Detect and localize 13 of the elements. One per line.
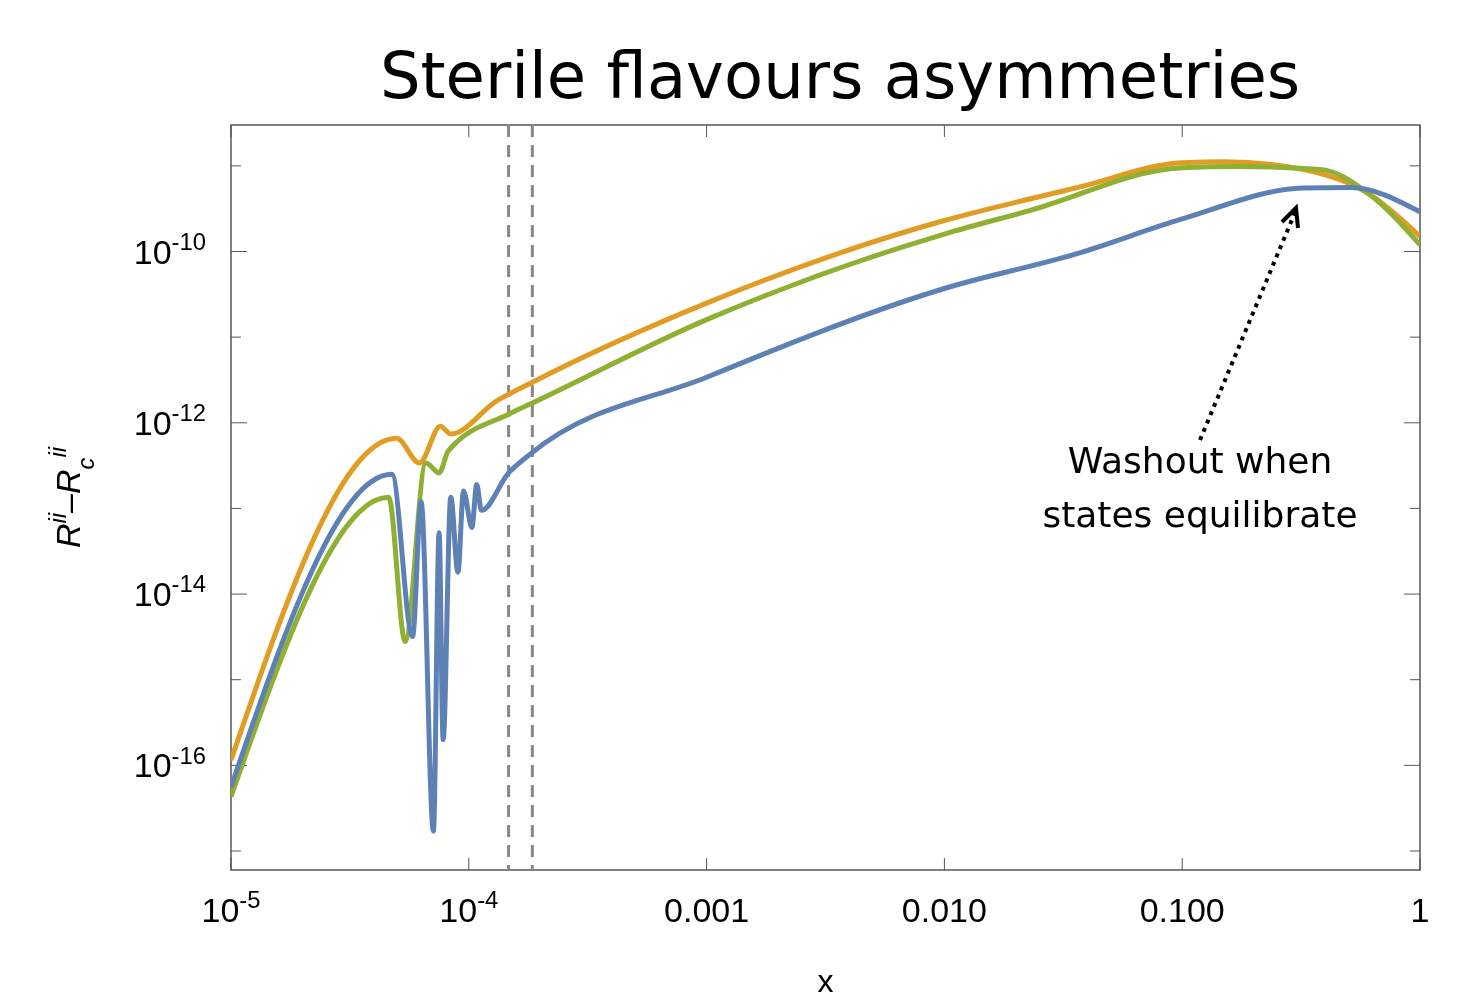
y-tick-label: 10$^{-16}$ xyxy=(133,741,206,785)
x-tick-label: 10$^{-4}$ xyxy=(439,886,499,929)
y-tick-label: 10$^{-10}$ xyxy=(133,227,206,271)
y-tick-label: 10$^{-14}$ xyxy=(133,570,206,614)
y-tick-label: 10$^{-12}$ xyxy=(133,399,206,442)
x-tick-label: 10$^{-5}$ xyxy=(201,886,261,929)
x-tick-label: 0.010 xyxy=(901,891,987,929)
x-tick-label: 0.100 xyxy=(1139,891,1225,929)
annotation: Washout when states equilibrate xyxy=(1042,440,1358,535)
chart-title: Sterile flavours asymmetries xyxy=(379,39,1301,113)
x-tick-label: 0.001 xyxy=(664,891,750,929)
x-tick-label: 1 xyxy=(1410,891,1430,929)
x-axis-title: x xyxy=(817,963,834,996)
